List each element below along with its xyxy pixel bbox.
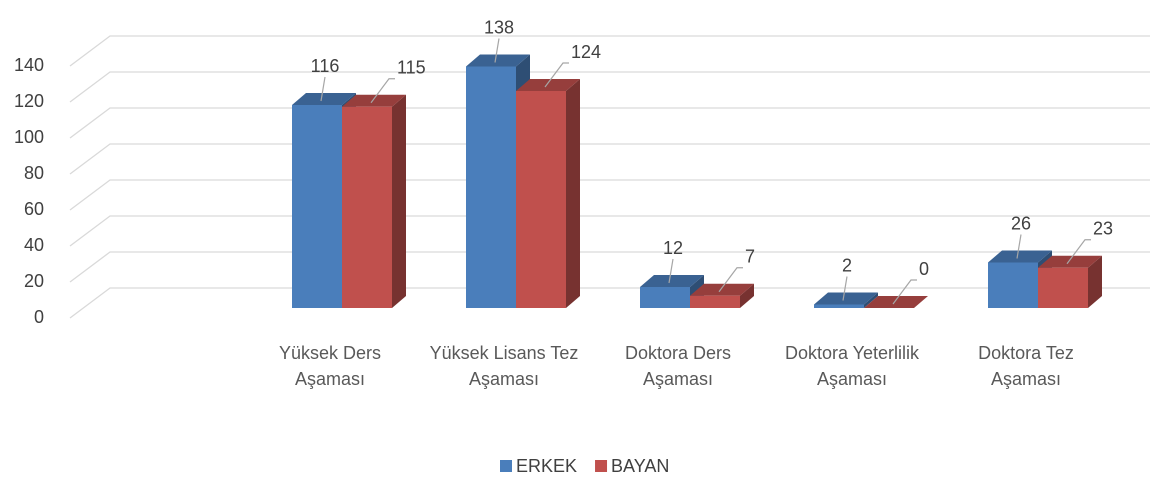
bar-face (516, 79, 580, 91)
data-label: 115 (397, 58, 426, 78)
legend-label: BAYAN (611, 456, 669, 476)
data-label: 138 (484, 17, 514, 37)
x-tick-label: Yüksek Lisans Tez Aşaması (429, 343, 579, 389)
data-label: 0 (919, 259, 929, 279)
bar-face (690, 283, 754, 296)
leader-line (718, 267, 743, 293)
grid-line (69, 71, 1150, 103)
data-label: 124 (571, 42, 601, 62)
data-label: 2 (842, 255, 852, 275)
bar-face (640, 287, 690, 308)
bar-face (690, 295, 740, 308)
data-label: 7 (745, 247, 755, 267)
grid-line (69, 35, 1150, 67)
bar-face (988, 250, 1052, 263)
bar-face (640, 275, 704, 287)
y-tick-label: 40 (24, 235, 44, 255)
data-label: 12 (663, 238, 683, 258)
leader-line (842, 276, 848, 301)
bar-face (292, 105, 342, 308)
y-tick-label: 120 (14, 91, 44, 111)
bar-face (516, 91, 566, 308)
y-tick-label: 0 (34, 307, 44, 327)
grid-line (69, 287, 1150, 319)
bar-face (392, 94, 406, 308)
leader-line (1066, 239, 1091, 265)
bar-face (1088, 255, 1102, 308)
leader-line (544, 62, 569, 88)
bar-face (342, 106, 392, 308)
bar-face (466, 54, 530, 67)
legend-swatch (500, 460, 512, 472)
leader-line (1016, 234, 1022, 259)
bar-face (814, 304, 864, 308)
y-tick-label: 60 (24, 199, 44, 219)
legend-swatch (595, 460, 608, 472)
data-label: 23 (1093, 219, 1113, 239)
data-label: 116 (311, 56, 340, 76)
bar-face (1038, 267, 1088, 308)
y-tick-label: 80 (24, 163, 44, 183)
bar (1038, 255, 1102, 308)
bar-face (988, 262, 1038, 308)
y-tick-label: 100 (14, 127, 44, 147)
grid-line (69, 179, 1150, 211)
bar (516, 79, 580, 308)
grid-line (69, 143, 1150, 175)
bar-face (292, 93, 356, 105)
bar (864, 296, 928, 308)
bar (690, 283, 754, 308)
grid-line (69, 215, 1150, 247)
x-tick-label: Doktora Tez Aşaması (978, 343, 1074, 389)
legend-label: ERKEK (516, 456, 577, 476)
bar-face (566, 79, 580, 308)
bar-face (342, 94, 406, 107)
x-tick-label: Yüksek Ders Aşaması (278, 343, 382, 389)
leader-line (892, 279, 917, 305)
grid-line (69, 251, 1150, 283)
bar-face (1038, 255, 1102, 268)
bar-face (740, 283, 754, 308)
grid-line (69, 107, 1150, 139)
leader-line (370, 78, 395, 104)
leader-line (320, 76, 326, 102)
bar-face (864, 292, 878, 308)
bar-face (466, 66, 516, 308)
y-tick-label: 140 (14, 55, 44, 75)
bar (814, 292, 878, 308)
leader-line (494, 38, 500, 63)
bar-face (814, 292, 878, 305)
y-tick-label: 20 (24, 271, 44, 291)
x-tick-label: Doktora Yeterlilik Aşaması (784, 343, 920, 389)
leader-line (668, 258, 674, 284)
bar-face (864, 296, 928, 308)
data-label: 26 (1011, 213, 1031, 233)
bar (342, 94, 406, 308)
x-tick-label: Doktora Ders Aşaması (624, 343, 732, 389)
